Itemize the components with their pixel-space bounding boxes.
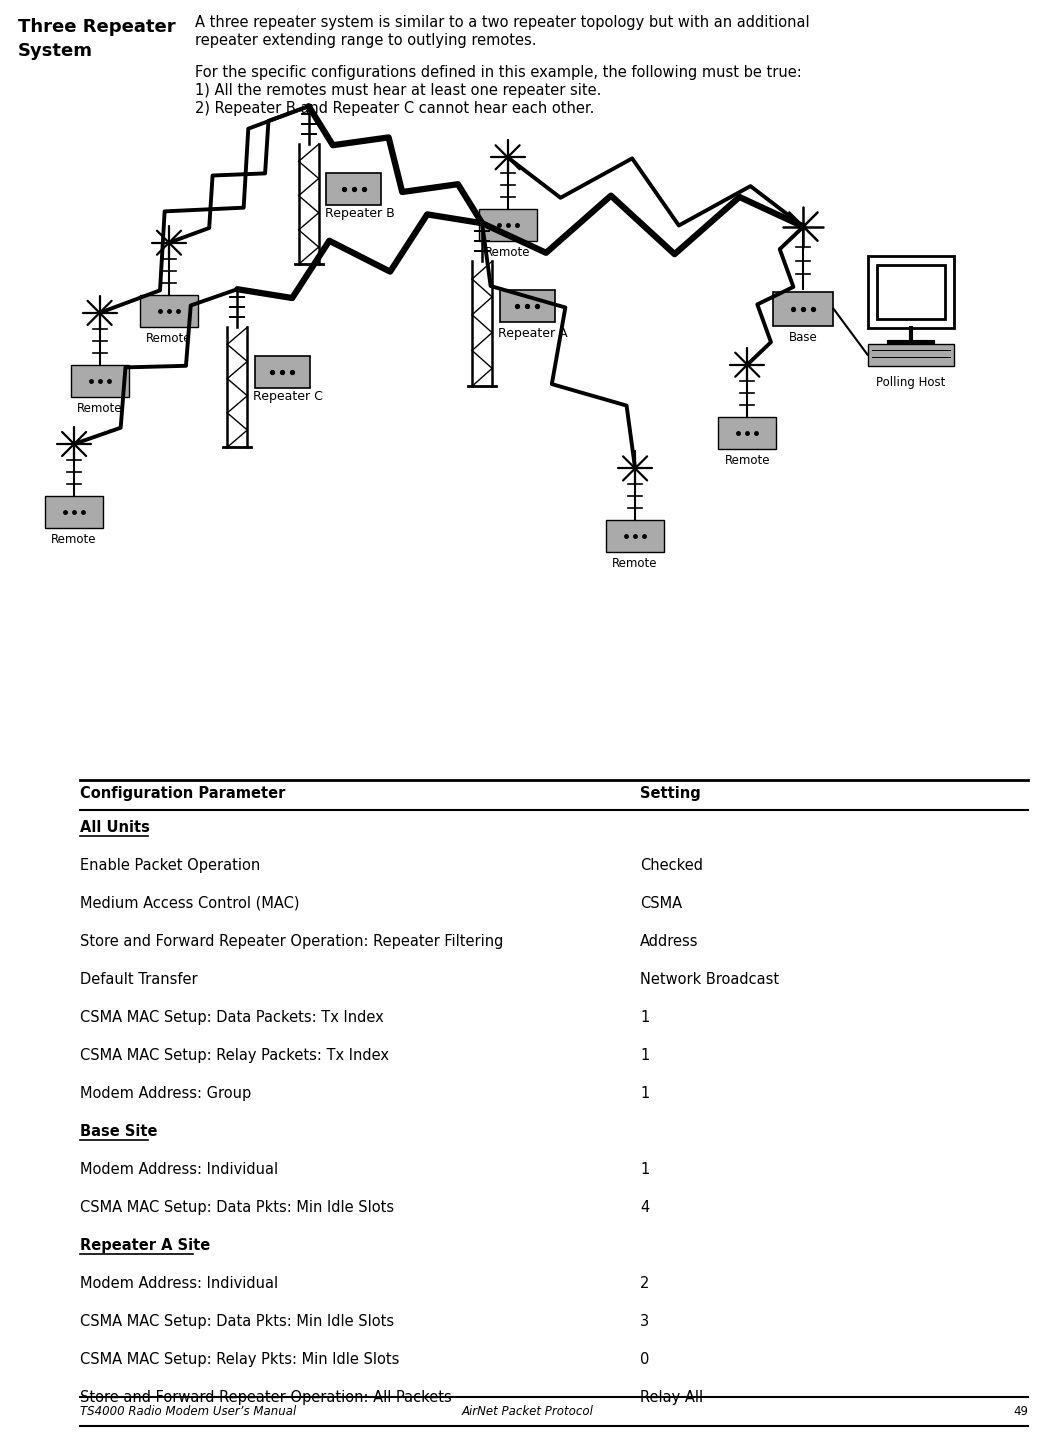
Text: Three Repeater
System: Three Repeater System	[18, 19, 175, 59]
Text: Modem Address: Group: Modem Address: Group	[80, 1086, 251, 1101]
Text: Remote: Remote	[77, 402, 122, 415]
Text: CSMA MAC Setup: Relay Pkts: Min Idle Slots: CSMA MAC Setup: Relay Pkts: Min Idle Slo…	[80, 1352, 399, 1367]
Text: AirNet Packet Protocol: AirNet Packet Protocol	[463, 1405, 593, 1418]
Text: CSMA MAC Setup: Data Pkts: Min Idle Slots: CSMA MAC Setup: Data Pkts: Min Idle Slot…	[80, 1313, 394, 1329]
Text: Relay All: Relay All	[640, 1390, 703, 1405]
Bar	[140, 295, 197, 326]
Text: 3: 3	[640, 1313, 649, 1329]
Text: 2) Repeater B and Repeater C cannot hear each other.: 2) Repeater B and Repeater C cannot hear…	[195, 101, 595, 116]
Bar	[478, 210, 536, 241]
Text: Enable Packet Operation: Enable Packet Operation	[80, 858, 260, 874]
Text: All Units: All Units	[80, 821, 150, 835]
Text: Medium Access Control (MAC): Medium Access Control (MAC)	[80, 897, 300, 911]
Bar	[876, 264, 944, 319]
Text: 2: 2	[640, 1276, 649, 1290]
Bar	[773, 292, 833, 326]
Text: 0: 0	[640, 1352, 649, 1367]
Text: Repeater B: Repeater B	[324, 207, 395, 220]
Text: CSMA MAC Setup: Data Pkts: Min Idle Slots: CSMA MAC Setup: Data Pkts: Min Idle Slot…	[80, 1200, 394, 1216]
Text: Default Transfer: Default Transfer	[80, 971, 197, 987]
Text: 1: 1	[640, 1163, 649, 1177]
Text: Remote: Remote	[485, 246, 530, 259]
Text: A three repeater system is similar to a two repeater topology but with an additi: A three repeater system is similar to a …	[195, 14, 810, 30]
Bar	[867, 256, 954, 328]
Text: 1: 1	[640, 1048, 649, 1063]
Text: CSMA MAC Setup: Data Packets: Tx Index: CSMA MAC Setup: Data Packets: Tx Index	[80, 1010, 383, 1025]
Text: Configuration Parameter: Configuration Parameter	[80, 786, 285, 800]
Text: repeater extending range to outlying remotes.: repeater extending range to outlying rem…	[195, 33, 536, 47]
Bar	[499, 290, 554, 322]
Text: Polling Host: Polling Host	[875, 375, 945, 388]
Text: Repeater C: Repeater C	[253, 391, 323, 404]
Text: CSMA: CSMA	[640, 897, 682, 911]
Text: Base: Base	[789, 331, 817, 343]
Text: Remote: Remote	[146, 332, 192, 345]
Text: Remote: Remote	[612, 558, 658, 570]
Text: Checked: Checked	[640, 858, 703, 874]
Text: 49: 49	[1013, 1405, 1027, 1418]
Text: 1) All the remotes must hear at least one repeater site.: 1) All the remotes must hear at least on…	[195, 83, 601, 98]
Text: Modem Address: Individual: Modem Address: Individual	[80, 1163, 278, 1177]
Text: For the specific configurations defined in this example, the following must be t: For the specific configurations defined …	[195, 65, 802, 80]
Text: 1: 1	[640, 1086, 649, 1101]
Bar	[718, 417, 776, 448]
Text: Modem Address: Individual: Modem Address: Individual	[80, 1276, 278, 1290]
Text: Remote: Remote	[724, 454, 770, 467]
Text: Repeater A Site: Repeater A Site	[80, 1239, 210, 1253]
Bar	[71, 365, 129, 397]
Bar	[45, 496, 103, 527]
Bar	[254, 356, 309, 388]
Text: Setting: Setting	[640, 786, 701, 800]
Text: Address: Address	[640, 934, 698, 948]
Text: Remote: Remote	[52, 533, 97, 546]
Text: Repeater A: Repeater A	[498, 328, 568, 341]
Bar	[606, 520, 664, 552]
Text: Base Site: Base Site	[80, 1124, 157, 1140]
Text: Store and Forward Repeater Operation: All Packets: Store and Forward Repeater Operation: Al…	[80, 1390, 452, 1405]
Text: Network Broadcast: Network Broadcast	[640, 971, 779, 987]
Text: CSMA MAC Setup: Relay Packets: Tx Index: CSMA MAC Setup: Relay Packets: Tx Index	[80, 1048, 389, 1063]
Bar	[326, 174, 381, 205]
Text: 4: 4	[640, 1200, 649, 1216]
Text: 1: 1	[640, 1010, 649, 1025]
Text: Store and Forward Repeater Operation: Repeater Filtering: Store and Forward Repeater Operation: Re…	[80, 934, 504, 948]
Bar	[867, 343, 954, 365]
Text: TS4000 Radio Modem User’s Manual: TS4000 Radio Modem User’s Manual	[80, 1405, 297, 1418]
